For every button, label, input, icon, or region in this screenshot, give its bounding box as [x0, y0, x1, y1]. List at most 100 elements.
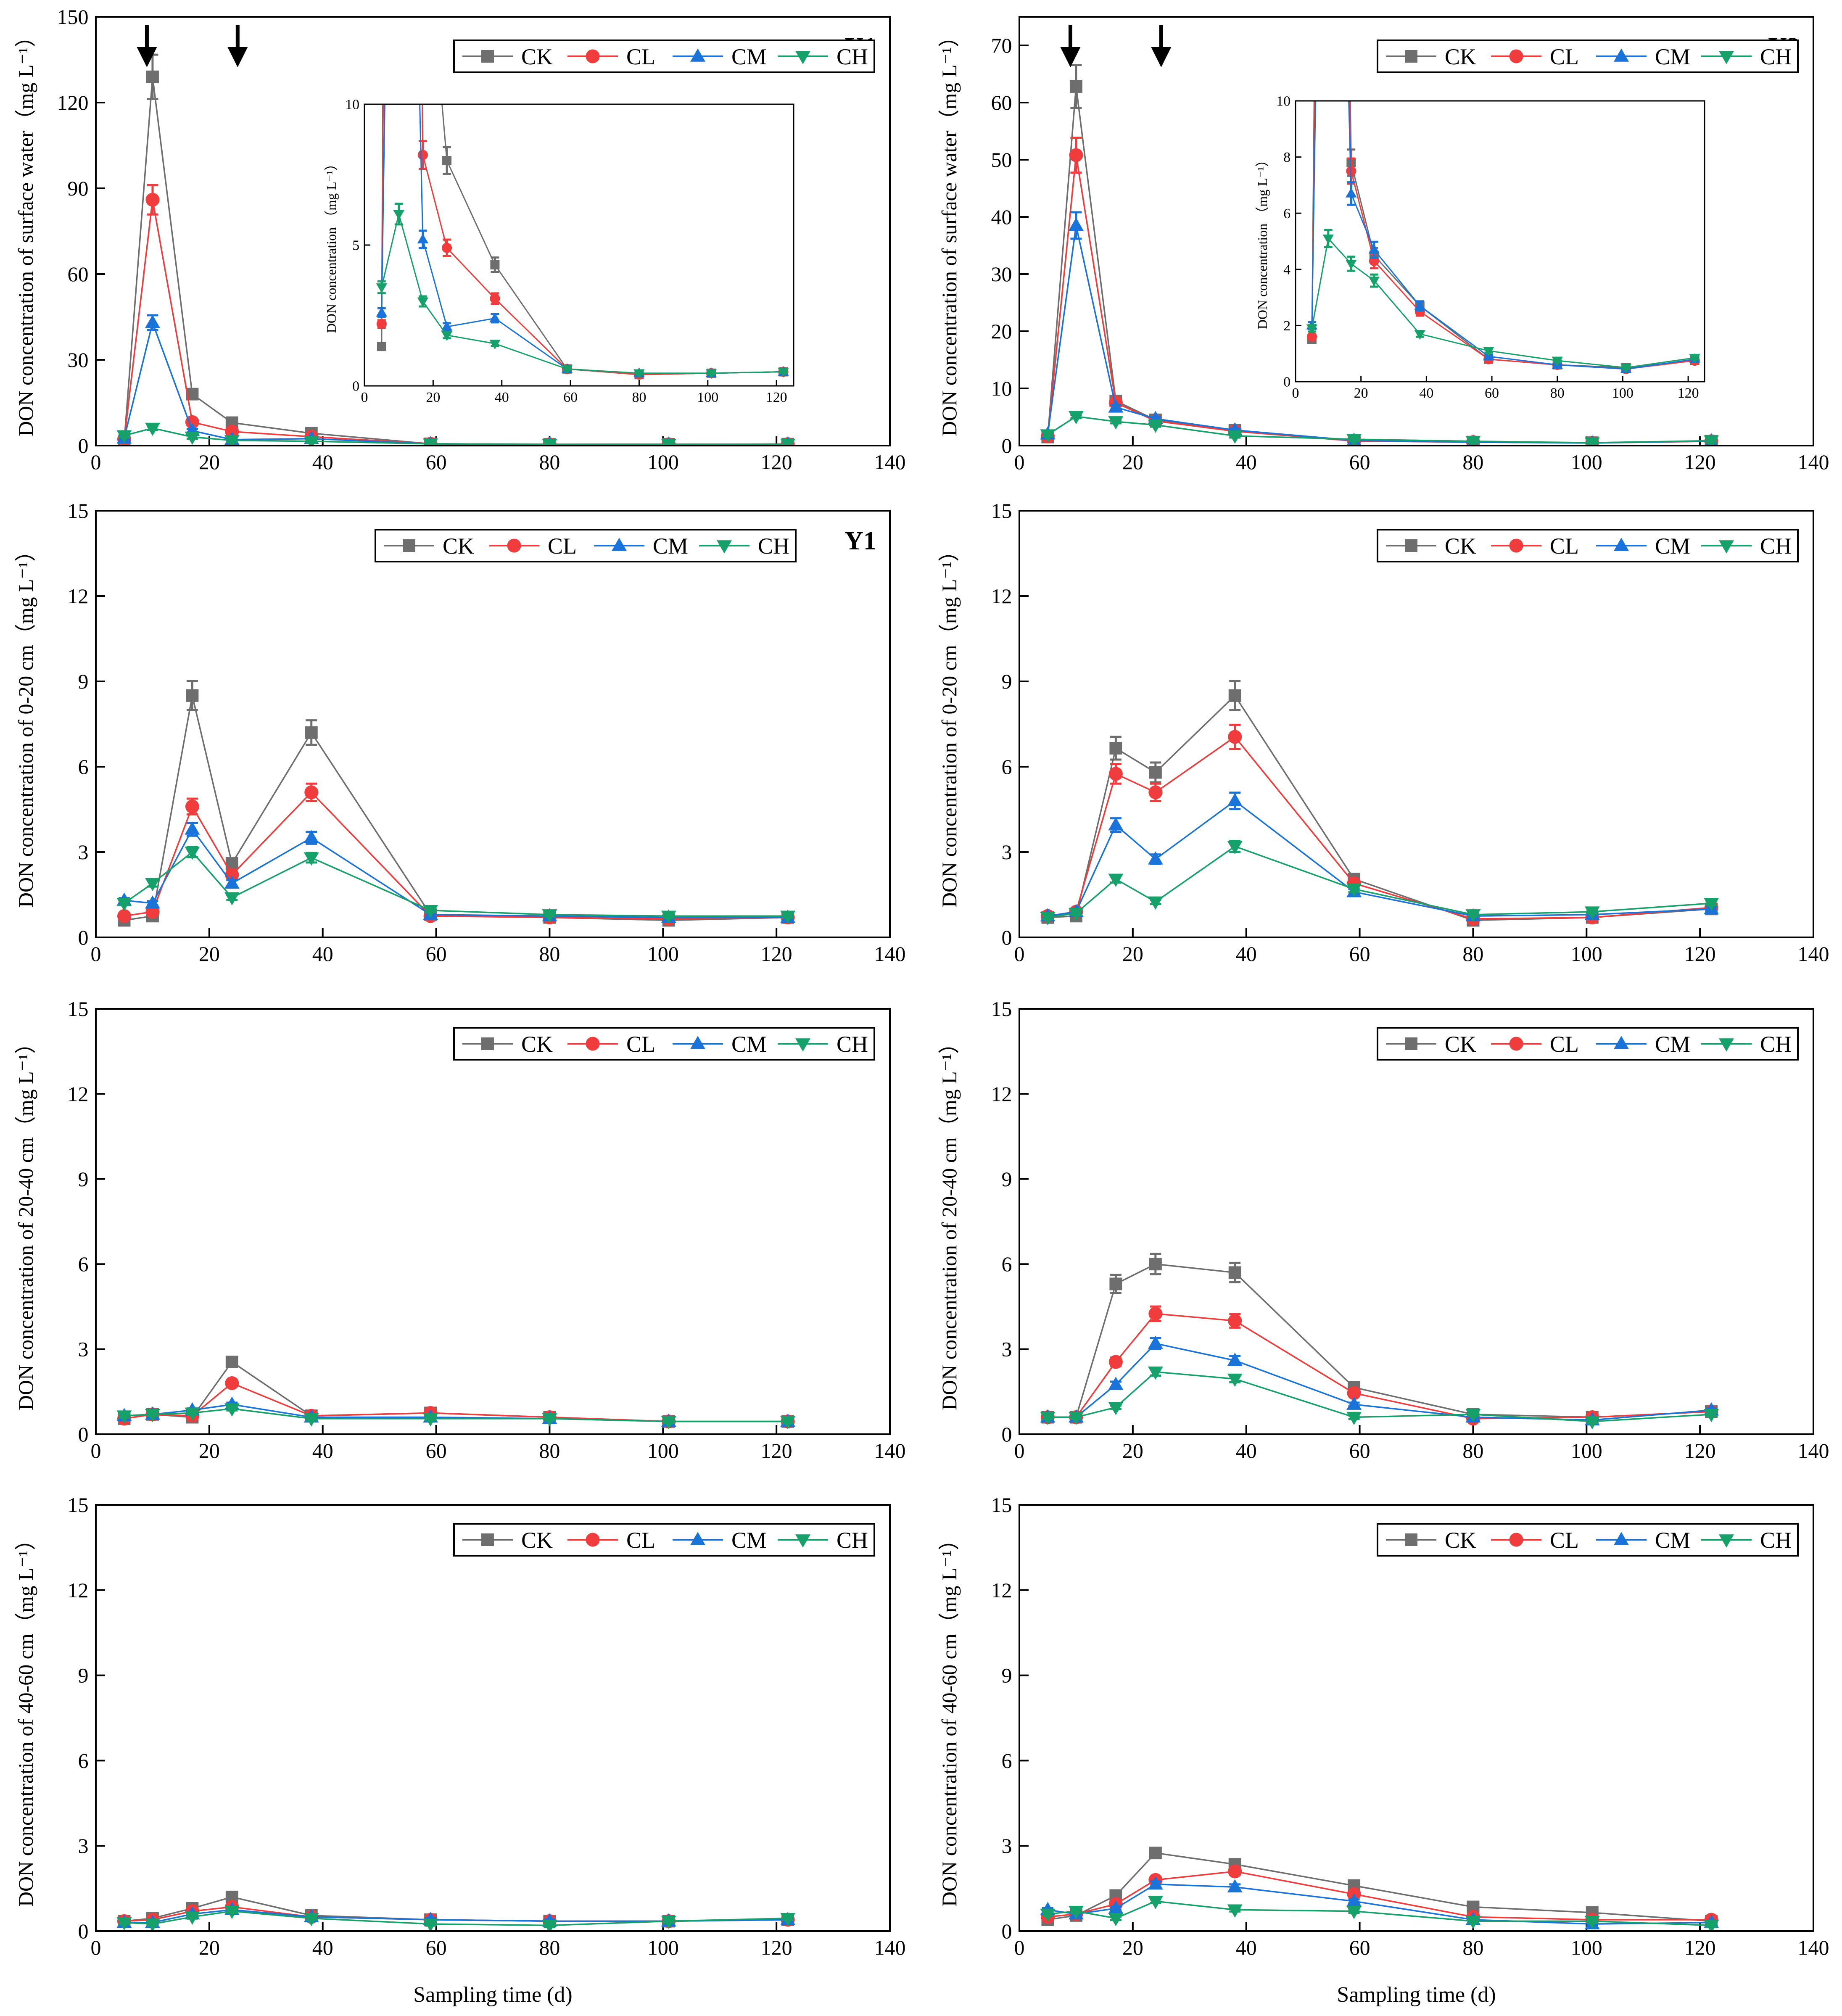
- plot-frame: [1019, 510, 1814, 938]
- x-tick-label: 120: [1684, 450, 1716, 474]
- plot-frame: [364, 103, 794, 387]
- x-tick-label: 140: [1798, 1936, 1829, 1959]
- y-tick-label: 9: [78, 670, 89, 693]
- arrow-head: [1060, 47, 1081, 67]
- legend-label-cl: CL: [1550, 1528, 1579, 1553]
- data-point-ck: [442, 156, 452, 165]
- data-point-ch: [1620, 364, 1632, 374]
- data-point-ch: [145, 878, 160, 892]
- data-point-ch: [561, 365, 573, 375]
- data-point-ch: [778, 368, 789, 378]
- x-tick-label: 60: [1349, 450, 1370, 474]
- legend-marker-ck: [1405, 1037, 1417, 1050]
- y-tick-label: 9: [1002, 1167, 1012, 1191]
- data-point-ch: [393, 210, 404, 220]
- legend-marker-cm: [690, 1532, 705, 1545]
- legend-marker-ck: [403, 539, 415, 552]
- x-axis-title-left: Sampling time (d): [413, 1983, 572, 2007]
- y-tick-label: 3: [78, 1834, 89, 1858]
- series-cm: [116, 1396, 796, 1427]
- y-tick-label: 0: [1002, 926, 1012, 949]
- legend-marker-ck: [481, 1037, 494, 1050]
- data-point-ch: [441, 331, 453, 341]
- data-point-ch: [633, 369, 645, 379]
- data-point-ch: [780, 438, 796, 446]
- data-point-cl: [1306, 332, 1317, 342]
- data-point-cl: [1228, 730, 1242, 744]
- legend-label-ck: CK: [1445, 1528, 1476, 1553]
- inset-plot: 0 20 40 60 80 100 120 0 5 10 DON concentration （mg…: [324, 97, 794, 405]
- data-point-ch: [185, 1911, 200, 1925]
- y-axis-label: DON concentration of 20-40 cm（mg L⁻¹）: [14, 1033, 37, 1410]
- data-point-cl: [376, 319, 387, 329]
- data-point-cl: [1228, 1314, 1242, 1328]
- legend-label-cl: CL: [1550, 1032, 1579, 1057]
- legend-label-cm: CM: [1655, 533, 1690, 559]
- series-layer: [1040, 1847, 1719, 1931]
- series-ck: [1041, 680, 1718, 927]
- y-axis-label: DON concentration of 0-20 cm（mg L⁻¹）: [937, 541, 961, 908]
- x-tick-label: 100: [1571, 1936, 1602, 1959]
- series-line-cl: [124, 1382, 788, 1422]
- data-point-cm: [1148, 851, 1163, 865]
- x-tick-label: 60: [426, 942, 447, 966]
- data-point-ch: [1148, 420, 1163, 433]
- legend-marker-cl: [1509, 1533, 1523, 1547]
- x-tick-label: 120: [766, 390, 787, 405]
- data-point-cm: [1108, 399, 1124, 413]
- legend-marker-cl: [507, 538, 521, 553]
- data-point-ch: [303, 436, 319, 446]
- legend-marker-cm: [690, 1036, 705, 1049]
- y-axis-label: DON concentration of 40-60 cm（mg L⁻¹）: [937, 1529, 961, 1907]
- legend-label-cm: CM: [653, 533, 688, 559]
- data-point-cm: [1108, 817, 1124, 831]
- plot-frame: [95, 1504, 891, 1932]
- fertilization-arrow: [137, 25, 157, 67]
- y-tick-label: 9: [1002, 670, 1012, 693]
- data-point-ck: [377, 342, 386, 351]
- data-point-ch: [1584, 1916, 1600, 1929]
- x-tick-label: 0: [91, 450, 101, 474]
- x-tick-label: 100: [697, 390, 718, 405]
- series-layer: [1040, 64, 1719, 446]
- data-point-cm: [224, 875, 240, 889]
- x-tick-label: 0: [1014, 450, 1025, 474]
- x-tick-label: 80: [1550, 385, 1565, 401]
- series-cl: [1040, 1864, 1718, 1927]
- data-point-cm: [417, 233, 429, 243]
- legend-marker-ch: [1719, 1038, 1734, 1052]
- legend-marker-cm: [1614, 1532, 1629, 1545]
- series-line-ch: [124, 427, 788, 445]
- data-point-ch: [1414, 330, 1425, 340]
- data-point-ch: [1465, 1916, 1481, 1929]
- data-point-ch: [1322, 234, 1334, 245]
- data-point-ch: [1108, 1402, 1124, 1415]
- y-tick-label: 15: [991, 499, 1012, 522]
- data-point-ch: [1346, 434, 1362, 446]
- y-tick-label: 50: [991, 148, 1012, 172]
- legend-marker-ch: [795, 51, 810, 64]
- series-ch: [116, 422, 796, 446]
- data-point-ch: [1584, 1416, 1600, 1430]
- x-tick-label: 120: [1678, 385, 1699, 401]
- x-tick-label: 20: [1122, 942, 1143, 966]
- x-tick-label: 60: [426, 1936, 447, 1959]
- data-point-ch: [1040, 1412, 1056, 1425]
- x-tick-label: 20: [1354, 385, 1368, 401]
- legend-marker-ck: [1405, 539, 1417, 552]
- y-tick-label: 9: [78, 1664, 89, 1687]
- data-point-ch: [1704, 898, 1719, 911]
- series-line-ch: [1047, 415, 1712, 443]
- data-point-ch: [116, 898, 132, 911]
- data-point-cl: [1148, 785, 1163, 800]
- data-point-ch: [489, 340, 501, 350]
- data-point-ch: [116, 430, 132, 443]
- panel-7: 0 20 40 60 80 100 120 140 0 3 6 9 12 15 DON concentrat…: [14, 1493, 906, 1959]
- y-tick-label: 3: [1002, 840, 1012, 864]
- x-tick-label: 20: [1122, 450, 1143, 474]
- data-point-ck: [1069, 80, 1082, 93]
- y-tick-label: 6: [1002, 755, 1012, 778]
- data-point-ck: [1149, 766, 1162, 779]
- data-point-cl: [185, 415, 199, 429]
- x-tick-label: 140: [1798, 450, 1829, 474]
